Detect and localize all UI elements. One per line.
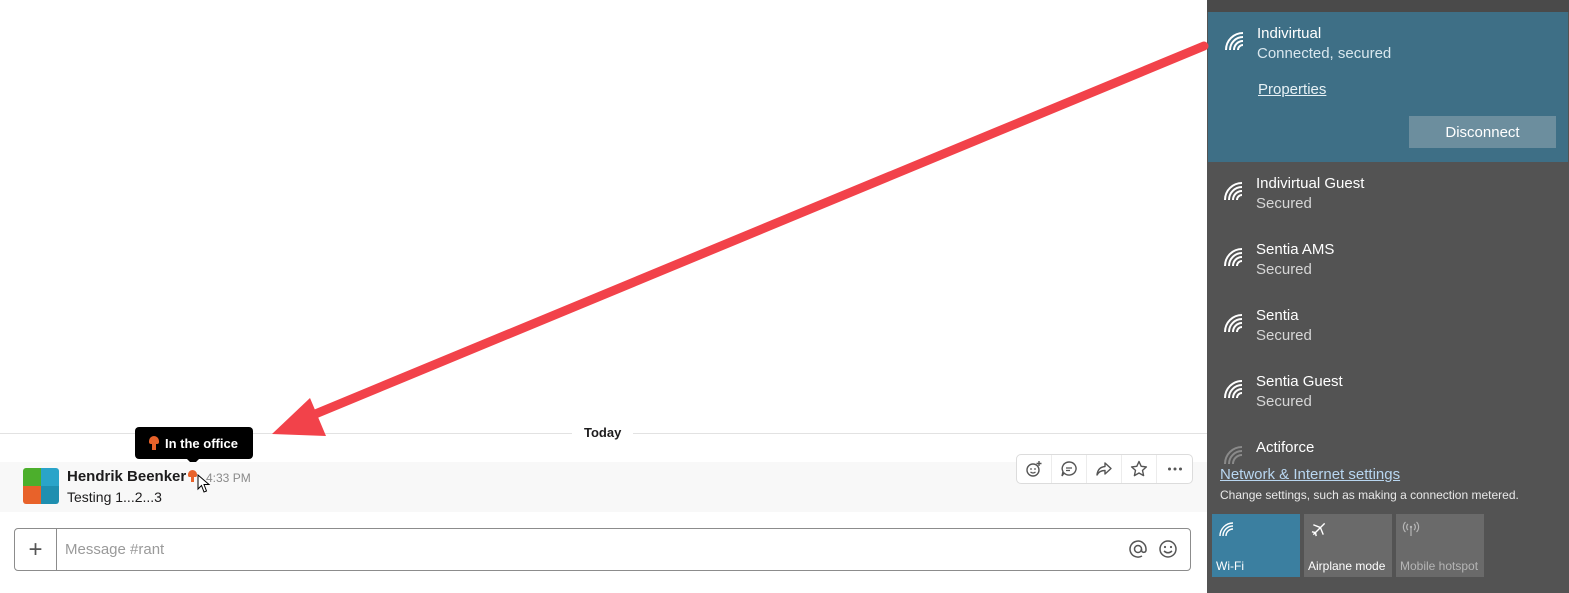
network-status: Secured — [1256, 327, 1312, 344]
properties-link[interactable]: Properties — [1258, 81, 1327, 98]
network-name: Sentia AMS — [1256, 241, 1335, 258]
share-message-icon — [1096, 462, 1112, 476]
message-text: Testing 1...2...3 — [67, 489, 162, 505]
emoji-icon[interactable] — [1158, 539, 1178, 559]
network-status: Secured — [1256, 393, 1312, 410]
share-message-button[interactable] — [1087, 455, 1122, 483]
status-tooltip-text: In the office — [165, 435, 238, 451]
network-name: Indivirtual Guest — [1256, 175, 1365, 192]
star-icon — [1130, 460, 1148, 477]
airplane-mode-button[interactable]: Airplane mode — [1304, 514, 1392, 577]
slack-channel: Today In the office Hendrik Beenker 4:33… — [0, 422, 1207, 571]
network-item[interactable]: Sentia AMS Secured — [1207, 228, 1569, 294]
wifi-icon — [1224, 182, 1243, 201]
network-status: Connected, secured — [1257, 45, 1392, 62]
attach-plus-button[interactable]: + — [15, 529, 57, 570]
mushroom-icon[interactable] — [188, 470, 198, 484]
mushroom-icon — [149, 436, 159, 450]
message-composer: + — [14, 528, 1191, 571]
network-name: Actiforce — [1256, 439, 1315, 456]
wifi-icon — [1224, 248, 1243, 267]
start-thread-button[interactable] — [1052, 455, 1087, 483]
message-row[interactable]: Hendrik Beenker 4:33 PM Testing 1...2...… — [0, 462, 1207, 512]
network-status: Secured — [1256, 261, 1312, 278]
flyout-top-strip — [1207, 0, 1569, 12]
network-item[interactable]: Actiforce — [1207, 426, 1569, 465]
wifi-icon — [1219, 522, 1234, 537]
avatar[interactable] — [23, 468, 59, 504]
network-name: Indivirtual — [1257, 25, 1322, 42]
message-author[interactable]: Hendrik Beenker — [67, 468, 187, 485]
message-timestamp[interactable]: 4:33 PM — [206, 471, 251, 485]
wifi-toggle-button[interactable]: Wi-Fi — [1212, 514, 1300, 577]
network-item[interactable]: Sentia Secured — [1207, 294, 1569, 360]
more-actions-icon — [1167, 467, 1182, 471]
more-actions-button[interactable] — [1157, 455, 1192, 483]
network-status: Secured — [1256, 195, 1312, 212]
network-settings-link[interactable]: Network & Internet settings — [1220, 466, 1401, 483]
hotspot-icon — [1402, 521, 1420, 536]
airplane-icon — [1311, 522, 1326, 537]
network-name: Sentia — [1256, 307, 1299, 324]
message-input[interactable] — [65, 538, 1105, 560]
network-item[interactable]: Indivirtual Guest Secured — [1207, 162, 1569, 228]
mention-at-icon[interactable] — [1128, 539, 1148, 559]
wifi-toggle-label: Wi-Fi — [1216, 559, 1244, 573]
add-reaction-icon — [1026, 461, 1042, 477]
disconnect-button[interactable]: Disconnect — [1409, 116, 1556, 148]
status-tooltip: In the office — [135, 427, 253, 465]
mobile-hotspot-label: Mobile hotspot — [1400, 559, 1479, 573]
save-button[interactable] — [1122, 455, 1157, 483]
wifi-icon — [1224, 380, 1243, 399]
network-settings-description: Change settings, such as making a connec… — [1220, 488, 1519, 502]
mouse-cursor-icon — [197, 474, 211, 493]
network-flyout: Indivirtual Connected, secured Propertie… — [1207, 0, 1569, 593]
message-actions-toolbar — [1016, 454, 1193, 484]
wifi-icon — [1225, 32, 1244, 51]
wifi-weak-icon — [1224, 446, 1243, 465]
network-name: Sentia Guest — [1256, 373, 1343, 390]
network-item[interactable]: Sentia Guest Secured — [1207, 360, 1569, 426]
plus-icon: + — [28, 535, 43, 563]
wifi-icon — [1224, 314, 1243, 333]
airplane-mode-label: Airplane mode — [1308, 559, 1386, 573]
network-item-active[interactable]: Indivirtual Connected, secured Propertie… — [1208, 12, 1568, 162]
mobile-hotspot-button[interactable]: Mobile hotspot — [1396, 514, 1484, 577]
start-thread-icon — [1061, 461, 1077, 477]
add-reaction-button[interactable] — [1017, 455, 1052, 483]
day-divider-label[interactable]: Today — [572, 422, 634, 443]
